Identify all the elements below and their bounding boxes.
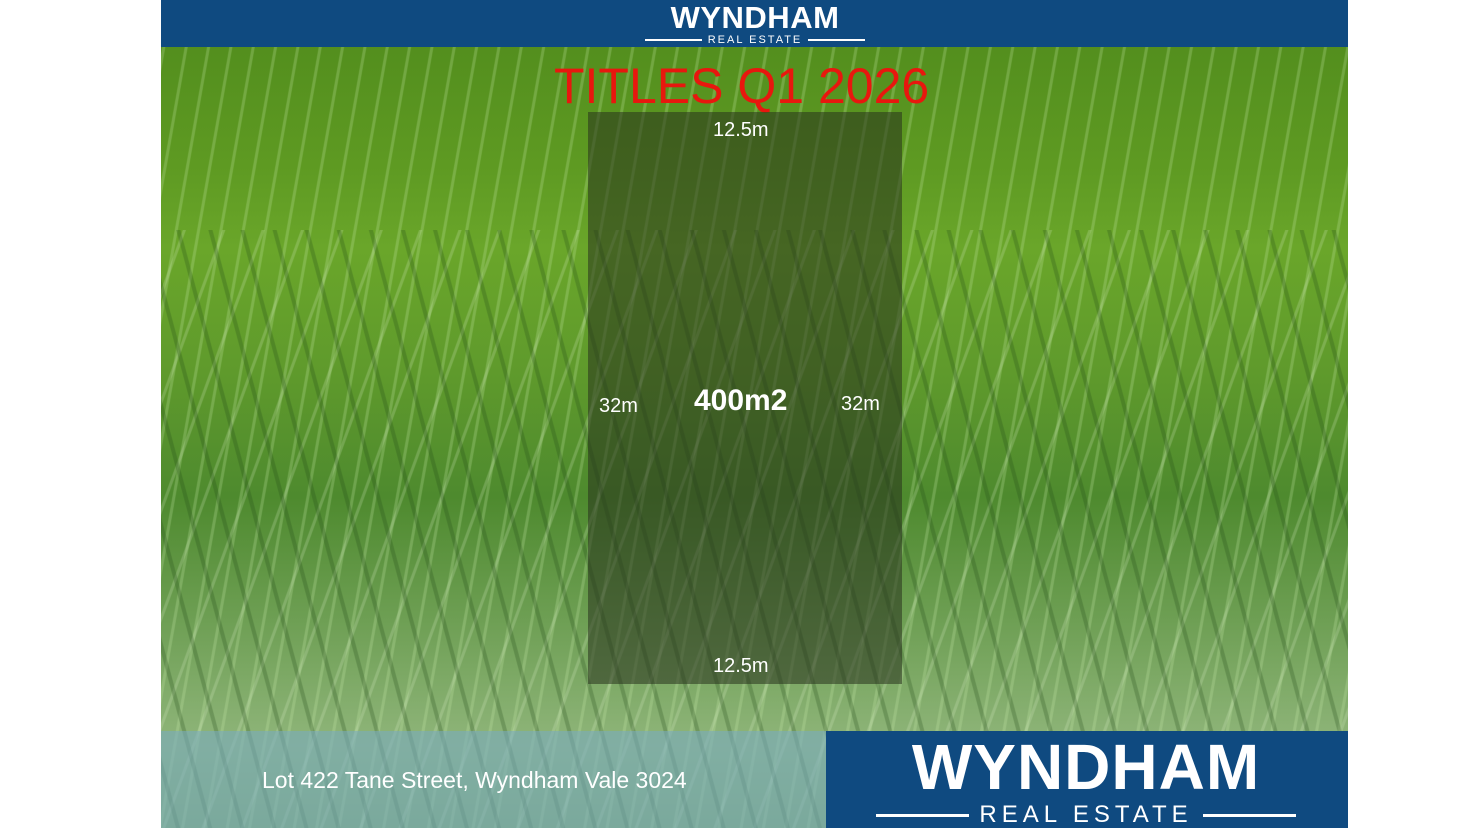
logo-sub: REAL ESTATE <box>707 34 803 46</box>
logo-main: WYNDHAM <box>911 731 1261 803</box>
lot-plan: 12.5m 12.5m 32m 32m 400m2 <box>588 112 902 684</box>
page-title: TITLES Q1 2026 <box>554 58 930 114</box>
logo-main: WYNDHAM <box>670 0 840 35</box>
header-bar: WYNDHAM REAL ESTATE <box>161 0 1348 47</box>
dim-right: 32m <box>841 393 880 415</box>
dim-left: 32m <box>599 395 638 417</box>
header-logo: WYNDHAM REAL ESTATE <box>645 0 866 46</box>
footer-logo-panel: WYNDHAM REAL ESTATE <box>826 731 1348 828</box>
dim-top: 12.5m <box>713 119 769 141</box>
lot-area: 400m2 <box>694 384 788 417</box>
address: Lot 422 Tane Street, Wyndham Vale 3024 <box>262 767 687 793</box>
logo-sub: REAL ESTATE <box>979 801 1193 828</box>
footer-logo: WYNDHAM REAL ESTATE <box>876 731 1297 828</box>
listing-slide: WYNDHAM REAL ESTATE TITLES Q1 2026 12.5m… <box>161 0 1348 828</box>
address-band: Lot 422 Tane Street, Wyndham Vale 3024 <box>161 731 826 828</box>
dim-bottom: 12.5m <box>713 655 769 677</box>
